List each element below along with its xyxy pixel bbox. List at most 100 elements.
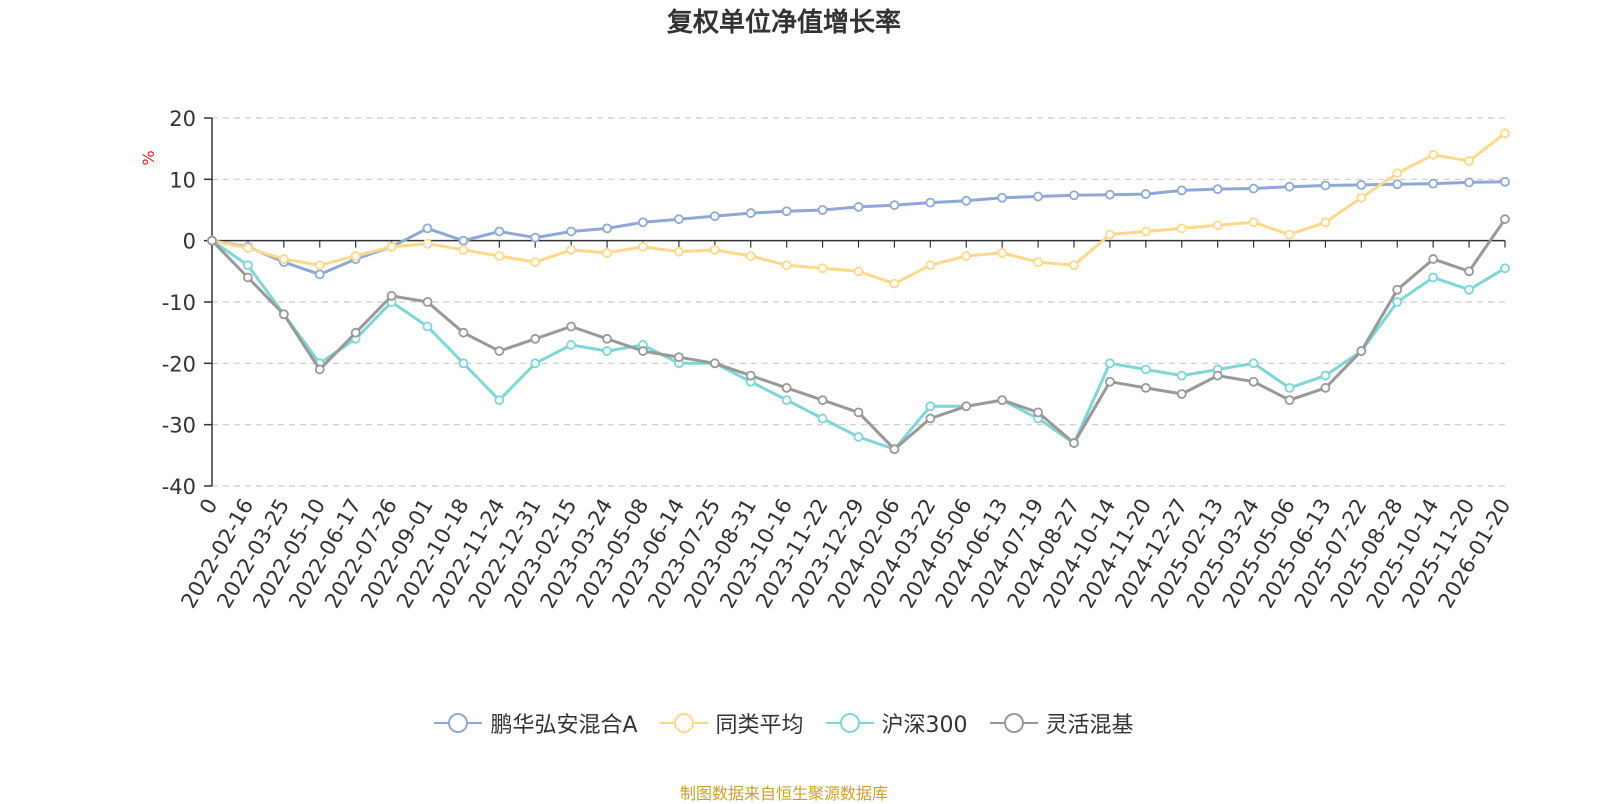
data-point (494, 251, 505, 261)
data-point (961, 195, 972, 206)
data-point (1069, 260, 1079, 271)
data-point (602, 223, 612, 234)
data-point (1356, 192, 1367, 203)
y-tick-label: -30 (162, 414, 196, 438)
data-point (1464, 177, 1474, 188)
data-point (1320, 382, 1331, 393)
data-point (1284, 229, 1295, 240)
legend-item-peer-average[interactable]: 同类平均 (659, 707, 804, 739)
data-point (1248, 358, 1259, 369)
data-point (1069, 190, 1079, 201)
legend-label: 灵活混基 (1045, 713, 1134, 738)
data-point (278, 309, 289, 320)
data-point (458, 327, 469, 338)
legend-label: 同类平均 (715, 713, 804, 738)
data-point (781, 260, 792, 271)
data-point (1140, 364, 1151, 375)
data-point (1212, 370, 1223, 381)
data-point (602, 248, 612, 258)
data-point (1464, 156, 1474, 166)
data-point (1428, 178, 1439, 189)
data-point (709, 358, 720, 369)
data-point (1176, 389, 1187, 399)
legend-item-fund[interactable]: 鹏华弘安混合A (434, 707, 638, 739)
data-point (889, 278, 900, 289)
legend-item-csi300[interactable]: 沪深300 (825, 707, 968, 739)
data-point (1105, 376, 1115, 387)
data-point (1392, 297, 1403, 307)
data-point (1069, 438, 1079, 448)
data-point (1033, 407, 1043, 418)
data-point (422, 238, 433, 249)
data-point (1284, 181, 1295, 192)
data-point (781, 206, 792, 217)
data-point (853, 202, 864, 212)
data-point (1140, 189, 1151, 199)
plot-area: 20100-10-20-30-40%02022-02-162022-03-252… (139, 107, 1515, 612)
data-point (1320, 370, 1331, 381)
data-point (781, 382, 792, 393)
legend-item-flexible-mixed[interactable]: 灵活混基 (989, 707, 1134, 739)
data-point (243, 260, 253, 271)
y-tick-label: 20 (169, 107, 196, 131)
data-point (566, 244, 577, 255)
data-source-note: 制图数据来自恒生聚源数据库 (679, 784, 888, 803)
legend-marker-icon (659, 713, 708, 733)
y-tick-label: 0 (183, 230, 196, 254)
data-point (817, 413, 828, 424)
data-point (1140, 226, 1151, 237)
data-point (1500, 214, 1510, 225)
data-point (602, 333, 612, 344)
data-point (494, 346, 505, 356)
data-point (997, 192, 1008, 203)
data-point (1212, 220, 1223, 231)
data-point (350, 251, 361, 261)
data-point (566, 321, 577, 332)
data-point (566, 340, 577, 350)
data-point (745, 208, 756, 218)
data-point (350, 327, 361, 338)
y-tick-label: -40 (162, 475, 196, 499)
data-point (889, 444, 900, 455)
data-point (1176, 370, 1187, 381)
data-point (1392, 179, 1403, 190)
data-point (386, 241, 397, 252)
data-point (422, 297, 433, 307)
data-point (1356, 346, 1367, 356)
y-axis-label: % (139, 150, 158, 165)
data-point (925, 197, 936, 208)
data-point (1105, 358, 1115, 369)
data-point (1248, 376, 1259, 387)
data-point (314, 269, 325, 280)
data-point (1500, 128, 1510, 139)
data-point (314, 260, 325, 271)
data-point (314, 364, 325, 375)
data-point (709, 211, 720, 222)
data-point (458, 235, 469, 246)
chart-title: 复权单位净值增长率 (666, 8, 901, 38)
data-point (638, 346, 648, 356)
data-point (243, 243, 253, 253)
data-point (1320, 180, 1331, 191)
legend-marker-icon (825, 713, 874, 733)
data-point (674, 214, 684, 225)
data-point (1140, 382, 1151, 393)
data-point (889, 200, 900, 210)
data-point (817, 395, 828, 406)
data-point (961, 251, 972, 261)
y-tick-label: -10 (162, 291, 196, 315)
data-point (817, 263, 828, 274)
data-point (566, 226, 577, 237)
data-point (745, 251, 756, 261)
data-point (997, 248, 1008, 258)
legend: 鹏华弘安混合A 同类平均 沪深300 灵活混基 (0, 707, 1568, 739)
data-point (1392, 168, 1403, 179)
data-point (1392, 284, 1403, 295)
data-point (638, 241, 648, 252)
legend-label: 鹏华弘安混合A (490, 713, 638, 738)
legend-marker-icon (434, 713, 483, 733)
y-tick-label: 10 (169, 168, 196, 192)
data-point (1428, 149, 1439, 160)
legend-marker-icon (989, 713, 1038, 733)
